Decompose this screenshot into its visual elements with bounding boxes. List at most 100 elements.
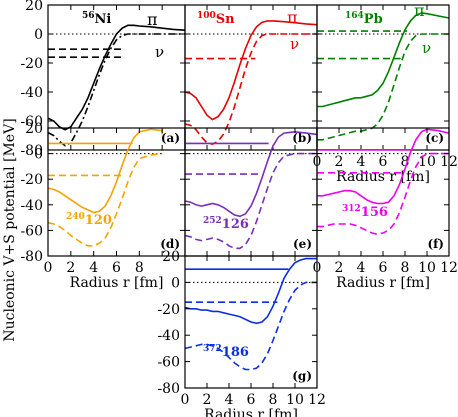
y-tick-label: -40 bbox=[20, 198, 43, 214]
nucleus-element: Sn bbox=[216, 12, 235, 27]
nucleus-mass-number: 100 bbox=[197, 11, 216, 21]
x-tick-label: 0 bbox=[44, 260, 53, 276]
nucleus-mass-number: 56 bbox=[82, 11, 95, 21]
y-tick-label: -60 bbox=[20, 223, 43, 239]
series-neutron-potential bbox=[47, 152, 163, 247]
x-tick-label: 0 bbox=[181, 392, 190, 408]
x-tick-label: 2 bbox=[335, 154, 344, 170]
x-tick-label: 8 bbox=[401, 260, 410, 276]
x-axis-label: Radius r [fm] bbox=[336, 169, 430, 185]
panel-a: 20 0 -20 -40 -60 -80 (a) 56Ni πν bbox=[20, 0, 186, 159]
panel-letter: (d) bbox=[160, 237, 180, 251]
nucleus-element: 126 bbox=[222, 217, 249, 232]
panels: 200-20-40-60-80(a)56Ni πν(b)100Sn πν0 2 4 6 8 1… bbox=[20, 0, 457, 417]
panel-letter: (f) bbox=[427, 237, 444, 251]
proton-label: π bbox=[287, 8, 298, 27]
series-proton-potential bbox=[184, 20, 318, 121]
series-neutron-potential bbox=[184, 281, 317, 371]
neutron-label: ν bbox=[422, 39, 431, 57]
nucleus-element: 156 bbox=[361, 205, 388, 220]
shared-y-axis-label: Nucleonic V+S potential [MeV] bbox=[2, 118, 18, 341]
panel-e: (e) 252126 bbox=[184, 127, 318, 257]
panel-letter: (e) bbox=[293, 237, 312, 251]
nucleus-element: 186 bbox=[222, 345, 249, 360]
nucleus-mass-number: 372 bbox=[203, 344, 222, 354]
x-tick-label: 2 bbox=[203, 392, 212, 408]
series-proton-potential bbox=[317, 12, 450, 108]
x-tick-label: 4 bbox=[89, 260, 98, 276]
neutron-label: ν bbox=[155, 43, 164, 61]
y-tick-label: -20 bbox=[20, 56, 43, 72]
x-axis-label: Radius r [fm] bbox=[204, 407, 298, 417]
y-tick-label: 0 bbox=[171, 275, 180, 291]
x-tick-label: 12 bbox=[440, 260, 458, 276]
x-axis-label: Radius r [fm] bbox=[336, 275, 430, 291]
panel-letter: (g) bbox=[292, 369, 312, 383]
y-tick-label: -80 bbox=[157, 381, 180, 397]
y-tick-label: -80 bbox=[20, 143, 43, 159]
x-tick-label: 10 bbox=[418, 154, 436, 170]
x-tick-label: 6 bbox=[112, 260, 121, 276]
series-neutron-potential bbox=[184, 33, 317, 146]
series-proton-potential bbox=[47, 24, 186, 131]
series-proton-potential bbox=[184, 257, 317, 325]
y-tick-label: 20 bbox=[25, 0, 43, 14]
panel-letter: (a) bbox=[161, 131, 180, 145]
y-tick-label: -60 bbox=[20, 114, 43, 130]
panel-letter: (c) bbox=[425, 131, 444, 145]
nucleus-label: 56Ni bbox=[82, 11, 111, 27]
x-tick-label: 8 bbox=[135, 260, 144, 276]
y-tick-label: 20 bbox=[25, 121, 43, 137]
series-proton-potential bbox=[184, 130, 318, 218]
nucleus-label: 100Sn bbox=[197, 11, 235, 27]
y-tick-label: 20 bbox=[162, 249, 180, 265]
x-tick-label: 8 bbox=[401, 154, 410, 170]
series-proton-potential bbox=[317, 128, 450, 205]
nucleus-element: 120 bbox=[85, 213, 112, 228]
panel-letter: (b) bbox=[292, 131, 312, 145]
y-tick-label: -80 bbox=[20, 249, 43, 265]
x-tick-label: 6 bbox=[247, 392, 256, 408]
x-tick-label: 2 bbox=[335, 260, 344, 276]
y-tick-label: -20 bbox=[157, 302, 180, 318]
x-tick-label: 12 bbox=[308, 392, 326, 408]
proton-label: π bbox=[147, 10, 158, 29]
x-tick-label: 6 bbox=[379, 260, 388, 276]
proton-label: π bbox=[414, 1, 425, 20]
series-neutron-potential bbox=[317, 152, 449, 236]
nucleus-mass-number: 252 bbox=[203, 216, 222, 226]
x-tick-label: 10 bbox=[286, 392, 304, 408]
y-tick-label: -40 bbox=[20, 85, 43, 101]
x-tick-label: 4 bbox=[225, 392, 234, 408]
y-tick-label: 0 bbox=[34, 147, 43, 163]
series-proton-potential bbox=[47, 128, 163, 214]
x-axis-label: Radius r [fm] bbox=[70, 275, 164, 291]
x-tick-label: 2 bbox=[66, 260, 75, 276]
nucleus-mass-number: 164 bbox=[345, 11, 364, 21]
y-tick-label: 0 bbox=[34, 27, 43, 43]
x-tick-label: 4 bbox=[357, 260, 366, 276]
x-tick-label: 4 bbox=[357, 154, 366, 170]
nucleus-label: 240120 bbox=[66, 212, 112, 228]
nucleus-label: 372186 bbox=[203, 344, 249, 360]
y-tick-label: -20 bbox=[20, 172, 43, 188]
nucleus-element: Ni bbox=[95, 12, 112, 27]
y-tick-label: -60 bbox=[157, 355, 180, 371]
nucleus-mass-number: 312 bbox=[342, 204, 361, 214]
series-neutron-potential bbox=[184, 152, 317, 250]
y-tick-label: -40 bbox=[157, 328, 180, 344]
nucleus-mass-number: 240 bbox=[66, 212, 85, 222]
x-tick-label: 10 bbox=[418, 260, 436, 276]
neutron-label: ν bbox=[290, 35, 299, 53]
nucleus-label: 252126 bbox=[203, 216, 249, 232]
nucleus-label: 164Pb bbox=[345, 11, 383, 27]
x-tick-label: 6 bbox=[379, 154, 388, 170]
nucleus-label: 312156 bbox=[342, 204, 388, 220]
x-tick-label: 8 bbox=[269, 392, 278, 408]
nucleus-element: Pb bbox=[364, 12, 383, 27]
